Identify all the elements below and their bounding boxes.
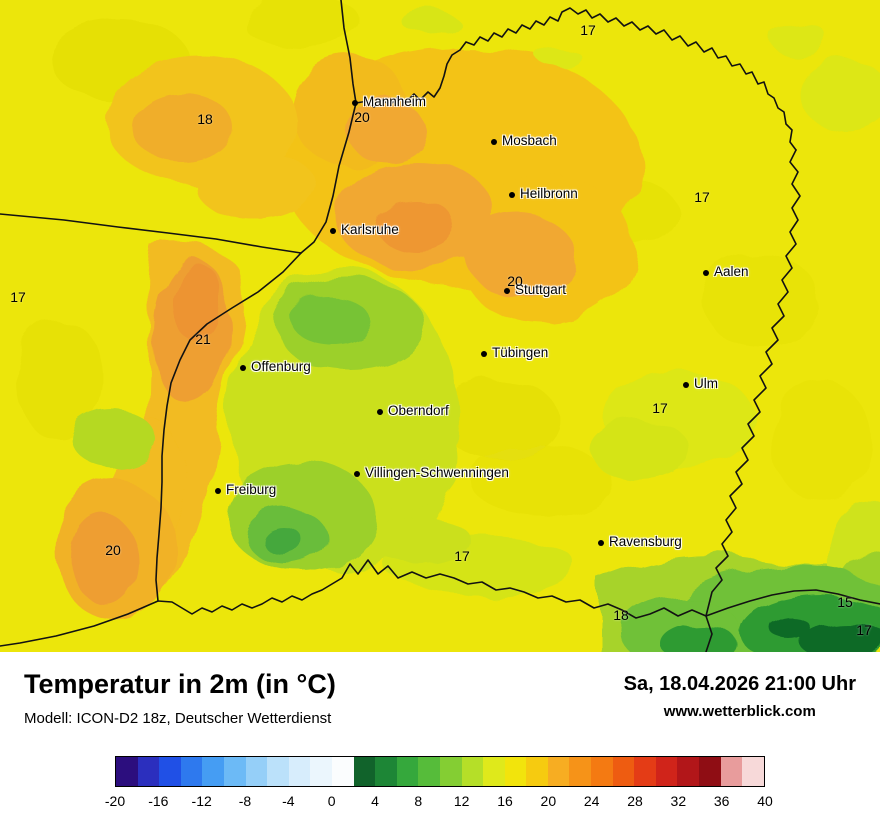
city-label: Freiburg (226, 482, 277, 497)
map-area: Mannheim Mosbach Heilbronn Karlsruhe Aalen St… (0, 0, 880, 652)
colorbar-segment (526, 757, 548, 786)
model-info: Modell: ICON-D2 18z, Deutscher Wetterdie… (24, 710, 332, 727)
colorbar-tick-label: 20 (540, 793, 557, 809)
city-label: Offenburg (251, 359, 311, 374)
info-panel: Temperatur in 2m (in °C) Modell: ICON-D2… (0, 652, 880, 830)
temperature-value-label: 17 (454, 548, 470, 564)
colorbar-segment (655, 757, 678, 786)
city-label: Oberndorf (388, 403, 449, 418)
colorbar-segment (699, 757, 721, 786)
colorbar-tick-label: 28 (627, 793, 643, 809)
colorbar-tick-label: 36 (713, 793, 730, 809)
city-dot-icon (504, 288, 510, 294)
city-dot-icon (377, 409, 383, 415)
website-label: www.wetterblick.com (663, 703, 816, 720)
city-label: Ulm (694, 376, 718, 391)
temperature-value-label: 17 (580, 22, 596, 38)
temperature-value-label: 17 (694, 189, 710, 205)
city-dot-icon (481, 351, 487, 357)
city-label: Stuttgart (515, 282, 567, 297)
colorbar-segment (288, 757, 311, 786)
city-label: Mosbach (502, 133, 557, 148)
colorbar-segment (375, 757, 397, 786)
forecast-datetime: Sa, 18.04.2026 21:00 Uhr (623, 673, 856, 695)
colorbar-tick-label: 4 (371, 793, 379, 809)
temperature-value-label: 20 (105, 542, 121, 558)
city-dot-icon (330, 228, 336, 234)
city-dot-icon (491, 139, 497, 145)
colorbar-tick-label: -20 (104, 793, 126, 809)
colorbar-segment (612, 757, 635, 786)
colorbar-segment (439, 757, 462, 786)
city-dot-icon (240, 365, 246, 371)
colorbar-segment (742, 757, 764, 786)
city-dot-icon (352, 100, 358, 106)
temperature-value-label: 17 (10, 289, 26, 305)
colorbar-tick-label: -12 (191, 793, 212, 809)
temperature-field-blobs (15, 0, 880, 652)
colorbar-tick-label: 12 (453, 793, 470, 809)
temperature-value-label: 17 (856, 622, 872, 638)
city-label: Heilbronn (520, 186, 578, 201)
city-dot-icon (354, 471, 360, 477)
colorbar-segment (180, 757, 203, 786)
city-dot-icon (215, 488, 221, 494)
colorbar-segment (677, 757, 700, 786)
temperature-value-label: 20 (507, 273, 523, 289)
colorbar-segment (202, 757, 224, 786)
city-label: Villingen-Schwenningen (365, 465, 509, 480)
colorbar-segment (569, 757, 592, 786)
colorbar-segment (223, 757, 246, 786)
colorbar-tick-label: -16 (148, 793, 169, 809)
colorbar-segment (504, 757, 527, 786)
colorbar-segment (353, 757, 376, 786)
temperature-value-label: 18 (197, 111, 213, 127)
map-overlays: Mannheim Mosbach Heilbronn Karlsruhe Aalen St… (10, 22, 872, 638)
colorbar-segment (634, 757, 656, 786)
colorbar-segment (267, 757, 289, 786)
colorbar-tick-label: 24 (583, 793, 600, 809)
temperature-value-label: 17 (652, 400, 668, 416)
city-label: Mannheim (363, 94, 427, 109)
colorbar-segment (483, 757, 505, 786)
colorbar-tick-label: 32 (670, 793, 687, 809)
state-borders (0, 0, 880, 652)
colorbar-tick-label: 40 (757, 793, 773, 809)
city-label: Tübingen (492, 345, 549, 360)
temperature-map (0, 0, 880, 652)
colorbar-segment (116, 757, 138, 786)
map-title: Temperatur in 2m (in °C) (24, 669, 336, 699)
colorbar-tick-label: 0 (327, 793, 336, 809)
temperature-value-label: 20 (354, 109, 370, 125)
city-label: Aalen (714, 264, 749, 279)
city-dot-icon (683, 382, 689, 388)
colorbar-segment (396, 757, 419, 786)
temperature-colorbar (115, 756, 765, 787)
colorbar-segment (720, 757, 743, 786)
colorbar-tick-label: -4 (282, 793, 295, 809)
colorbar-segment (591, 757, 613, 786)
colorbar-segment (418, 757, 440, 786)
city-dot-icon (703, 270, 709, 276)
datetime-block: Sa, 18.04.2026 21:00 Uhr www.wetterblick… (624, 673, 856, 720)
colorbar-segment (159, 757, 181, 786)
colorbar-tick-label: 16 (497, 793, 513, 809)
city-label: Karlsruhe (341, 222, 399, 237)
colorbar-segment (245, 757, 268, 786)
temperature-value-label: 21 (195, 331, 211, 347)
city-dot-icon (509, 192, 515, 198)
colorbar-segment (461, 757, 484, 786)
colorbar-scale: -20 -16 -12 -8 -4 0 4 8 12 16 20 24 28 32 36 40 (105, 793, 773, 813)
colorbar-tick-label: -8 (238, 793, 252, 809)
colorbar-segment (547, 757, 570, 786)
colorbar-segment (137, 757, 160, 786)
temperature-value-label: 15 (837, 594, 853, 610)
city-dot-icon (598, 540, 604, 546)
colorbar-segment (331, 757, 354, 786)
city-label: Ravensburg (609, 534, 682, 549)
colorbar-tick-label: 8 (414, 793, 423, 809)
temperature-value-label: 18 (613, 607, 629, 623)
colorbar-segment (310, 757, 332, 786)
